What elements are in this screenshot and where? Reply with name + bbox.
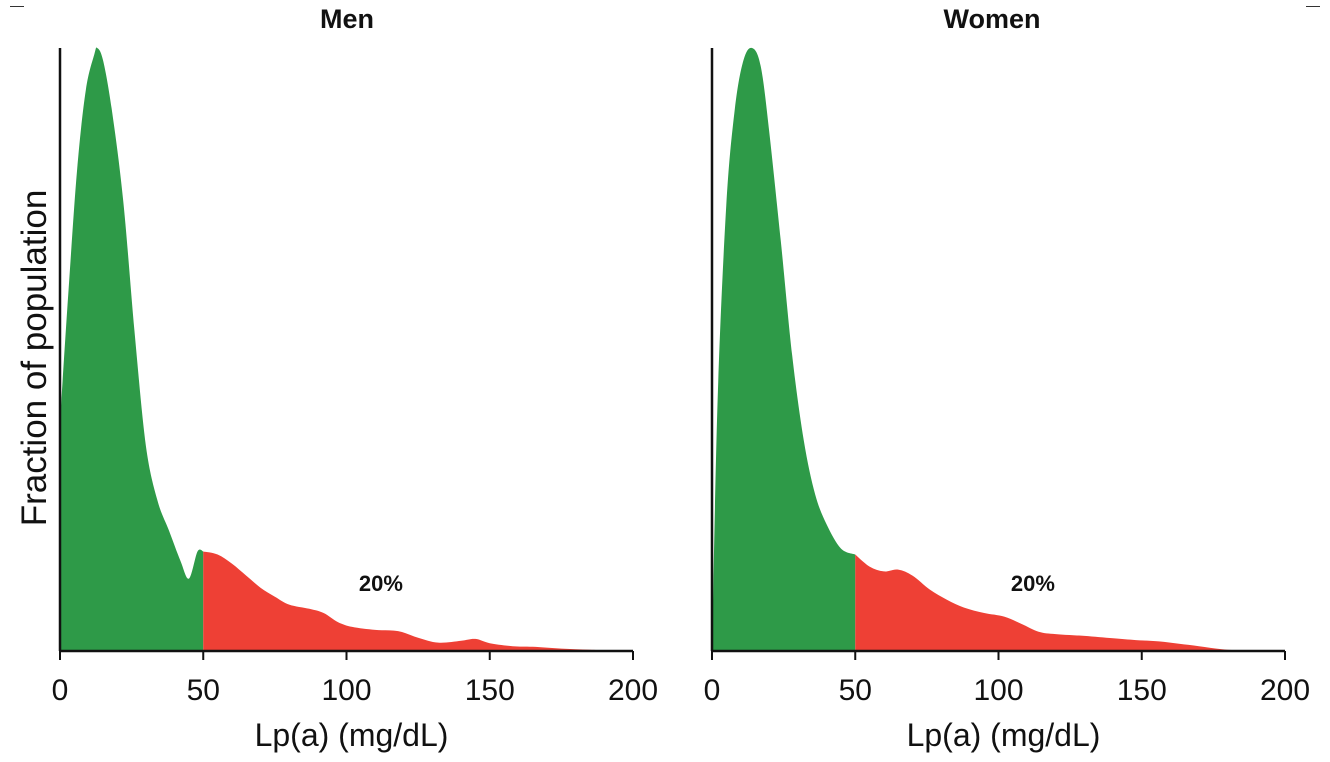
x-axis-label: Lp(a) (mg/dL) bbox=[907, 717, 1101, 753]
panels-layer: 0 50 100 150 200 Men Lp(a) (mg/dL) 20% 0 50 100 150… bbox=[52, 4, 1310, 753]
panel-men: 0 50 100 150 200 Men Lp(a) (mg/dL) 20% bbox=[52, 4, 658, 753]
x-tick-label: 100 bbox=[321, 674, 371, 707]
panel-title: Men bbox=[320, 4, 374, 34]
x-tick-label: 150 bbox=[465, 674, 515, 707]
percent-annotation: 20% bbox=[1011, 571, 1055, 596]
corner-mark-left bbox=[10, 6, 24, 7]
area-above-threshold bbox=[855, 554, 1271, 651]
x-tick-label: 0 bbox=[52, 674, 69, 707]
x-tick-label: 150 bbox=[1117, 674, 1167, 707]
x-axis-label: Lp(a) (mg/dL) bbox=[255, 717, 449, 753]
panel-women: 0 50 100 150 200 Women Lp(a) (mg/dL) 20% bbox=[704, 4, 1310, 753]
panel-title: Women bbox=[943, 4, 1040, 34]
area-below-threshold bbox=[60, 47, 204, 651]
x-tick-label: 50 bbox=[187, 674, 220, 707]
percent-annotation: 20% bbox=[359, 571, 403, 596]
x-tick-label: 200 bbox=[608, 674, 658, 707]
y-axis-label: Fraction of population bbox=[15, 190, 54, 527]
x-tick-label: 50 bbox=[839, 674, 872, 707]
x-tick-label: 0 bbox=[704, 674, 721, 707]
x-tick-label: 100 bbox=[973, 674, 1023, 707]
area-below-threshold bbox=[712, 47, 856, 651]
x-tick-label: 200 bbox=[1260, 674, 1310, 707]
area-above-threshold bbox=[203, 551, 619, 651]
corner-mark-right bbox=[1306, 6, 1320, 7]
